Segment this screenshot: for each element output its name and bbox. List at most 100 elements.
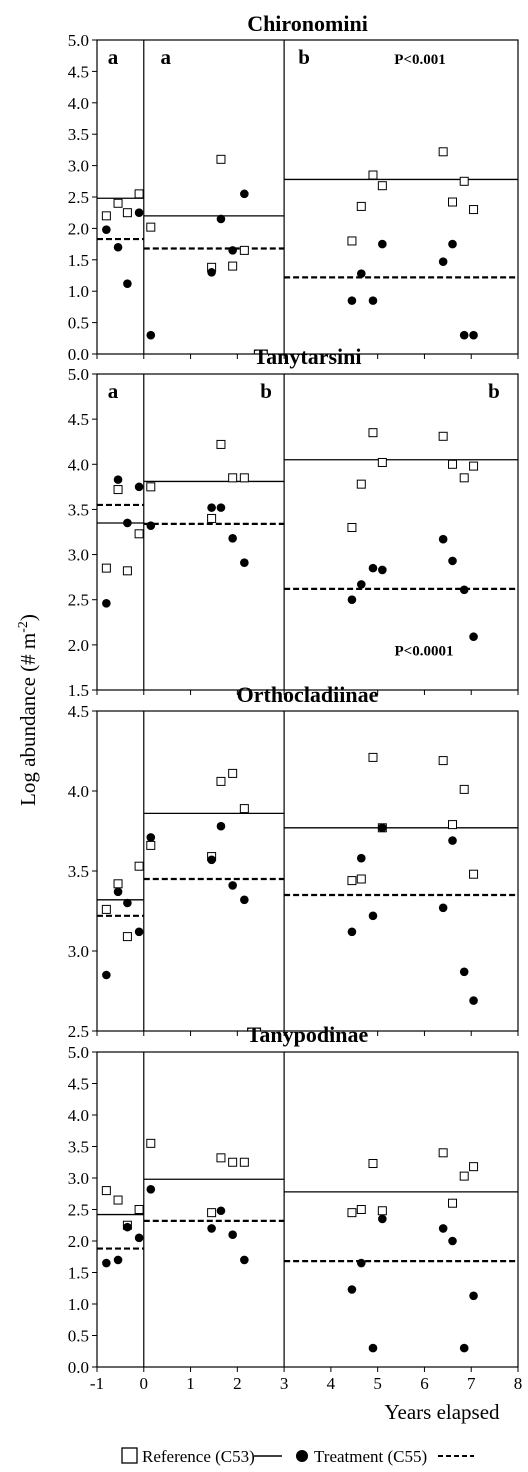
panel-2-treatment-point [102,599,111,608]
panel-3-y-tick-label: 4.5 [68,702,89,721]
panel-4-treatment-point [378,1214,387,1224]
panel-4-reference-point [239,1157,249,1167]
panel-1-treatment-point [356,269,366,278]
panel-4-reference-point [448,1198,458,1208]
panel-1-reference-point [368,170,378,180]
panel-4-treatment-point [469,1291,478,1301]
panel-3-treatment-point [356,853,366,863]
panel-4-treatment-point [240,1255,249,1265]
panel-2-treatment-point [347,595,357,605]
panel-1-treatment-point [459,330,469,340]
panel-1-treatment-point [134,208,144,217]
panel-2-treatment-point [134,482,144,492]
panel-1-treatment-point [146,330,156,340]
panel-2-reference-point [438,431,448,441]
panel-1: Chironomini 0.0 0.5 1.0 1.5 2.0 2.5 3.0 3.5 4.0 4.… [68,11,519,364]
panel-2-treatment-point [438,534,448,544]
panel-1-treatment-point [207,268,216,277]
panel-2-reference-point [207,513,217,523]
panel-4-x-tick-label: 2 [233,1374,242,1393]
panel-4-y-tick-label: 1.0 [68,1295,89,1314]
panel-3-reference-point [356,874,366,884]
panel-1-reference-point [134,189,144,199]
panel-1-reference-point [459,176,469,186]
panel-4-reference-point [228,1157,238,1167]
panel-3-treatment-point [240,895,249,905]
panel-1-reference-point [448,197,458,207]
panel-1-title: Chironomini [247,11,368,36]
x-axis-label: Years elapsed [384,1400,500,1424]
panel-2-treatment-point [459,585,469,595]
panel-1-y-tick-label: 2.5 [68,188,89,207]
panel-4-reference-point [469,1162,479,1172]
panel-1-treatment-point [102,225,111,234]
panel-4-frame [96,1051,519,1368]
panel-1-period-letter: b [298,45,310,69]
panel-1-reference-point [122,208,132,218]
panel-3-reference-point [216,776,226,786]
panel-4-reference-point [368,1159,378,1169]
panel-1-reference-point [347,236,357,246]
panel-2-period-letter: b [260,379,272,403]
panel-2-reference-point [134,529,144,539]
panel-4-treatment-point [146,1185,156,1194]
panel-3-y-tick-label: 3.0 [68,942,89,961]
panel-2: Tanytarsini 1.5 2.0 2.5 3.0 3.5 4.0 4.5 5.0 a b b P<… [68,344,519,700]
panel-1-y-tick-label: 5.0 [68,31,89,50]
panel-3-treatment-point [146,833,156,842]
panel-4-treatment-point [438,1224,448,1233]
panel-4-treatment-point [216,1206,226,1216]
panel-1-treatment-point [123,279,132,288]
panel-4-reference-point [101,1186,111,1196]
panel-2-treatment-point [123,518,132,528]
panel-3-treatment-point [228,881,237,890]
panel-1-period-letter: a [161,45,172,69]
panel-2-reference-point [216,439,226,449]
panel-3-treatment-point [207,855,216,865]
panel-2-period-letter: b [488,379,500,403]
panel-2-reference-point [101,563,111,573]
panel-4-x-tick-label: -1 [90,1374,104,1393]
panel-4-reference-point [356,1205,366,1214]
panel-1-reference-point [228,261,238,271]
panel-4-treatment-point [448,1236,457,1246]
panel-4-y-tick-label: 2.5 [68,1201,89,1220]
legend-reference-label: Reference (C53) [142,1447,255,1466]
panel-4-x-tick-label: 0 [140,1374,149,1393]
panel-3-treatment-point [134,927,144,937]
panel-3-treatment-point [378,823,387,833]
panel-2-period-letter: a [108,379,119,403]
panel-1-reference-point [438,147,448,157]
panel-4-y-tick-label: 5.0 [68,1043,89,1062]
panel-1-reference-point [113,198,123,208]
panel-4-treatment-point [207,1224,216,1233]
panel-1-treatment-point [438,257,448,266]
y-axis-label-superscript: -2 [16,621,31,633]
panel-3-reference-point [101,904,111,914]
legend: Reference (C53) Treatment (C55) [121,1447,474,1466]
panel-2-reference-point [356,479,366,489]
panel-1-reference-point [377,181,387,191]
panel-2-p-value: P<0.0001 [395,643,454,659]
panel-2-reference-point [469,461,479,471]
panel-1-p-value: P<0.001 [394,52,445,68]
panel-2-reference-point [448,459,458,469]
panel-4-treatment-point [113,1255,123,1265]
y-axis-label: Log abundance (# m-2) [16,614,40,806]
panel-1-y-tick-label: 2.0 [68,219,89,238]
panel-2-y-tick-label: 5.0 [68,365,89,384]
panel-2-y-tick-label: 3.5 [68,500,89,519]
legend-treatment-label: Treatment (C55) [314,1447,427,1466]
panel-2-treatment-point [207,503,216,512]
panel-4-reference-point [438,1148,448,1158]
panel-1-treatment-point [368,296,378,305]
panel-4-y-tick-label: 4.0 [68,1106,89,1125]
panel-2-reference-point [122,566,132,576]
panel-4-x-tick-label: 3 [280,1374,289,1393]
panel-2-treatment-point [378,565,387,575]
panel-2-frame [96,373,519,691]
panel-3-y-tick-label: 4.0 [68,782,89,801]
panel-2-y-tick-label: 4.0 [68,455,89,474]
panel-2-reference-point [368,428,378,438]
panel-3-reference-point [113,879,123,889]
